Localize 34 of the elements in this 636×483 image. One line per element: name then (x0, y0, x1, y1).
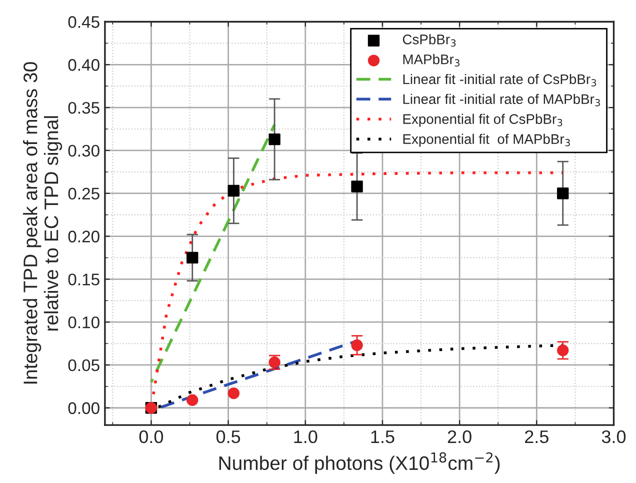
point (228, 184, 240, 197)
x-tick-label: 1.5 (371, 430, 394, 444)
text: 0.0 (139, 430, 164, 444)
x-axis-title: Number of photons (X10$^{18}$cm$^{−2}$) (219, 452, 500, 474)
y-tick-label: 0.15 (68, 274, 100, 286)
text: 0.20 (68, 230, 100, 242)
point (186, 394, 198, 406)
point (228, 387, 240, 400)
text: 2.0 (448, 430, 472, 444)
point (268, 133, 280, 146)
legend-label: CsPbBr$_{3}$ (402, 34, 456, 47)
text: 0.00 (68, 402, 100, 414)
y-tick-label: 0.05 (68, 359, 100, 372)
y-tick-label: 0.35 (68, 102, 100, 114)
text: 0.10 (68, 316, 100, 328)
legend-label: Linear fit -initial rate of CsPbBr$_{3}$ (403, 74, 596, 86)
x-tick-label: 2.5 (525, 430, 548, 444)
y-axis-title: Integrated TPD peak area of mass 30 relative to EC TPD signal (23, 62, 62, 384)
y-tick-label: 0.45 (68, 16, 100, 28)
point (557, 344, 569, 356)
y-tick-label: 0.25 (68, 188, 100, 200)
point (186, 252, 198, 264)
text: 0.30 (68, 144, 100, 157)
legend-label: Exponential fit of CsPbBr$_{3}$ (403, 114, 562, 127)
point (557, 188, 569, 200)
x-tick-label: 0.5 (216, 430, 240, 444)
point (351, 339, 363, 352)
text: 3.0 (602, 430, 626, 444)
legend-label: Linear fit -initial rate of MAPbBr$_{3}$ (403, 94, 600, 106)
text: 0.40 (68, 59, 100, 71)
text: 1.0 (294, 430, 318, 444)
point (351, 180, 363, 192)
legend-label: MAPbBr$_{3}$ (403, 54, 460, 67)
legend-label: Exponential fit of MAPbBr$_{3}$ (403, 134, 570, 147)
